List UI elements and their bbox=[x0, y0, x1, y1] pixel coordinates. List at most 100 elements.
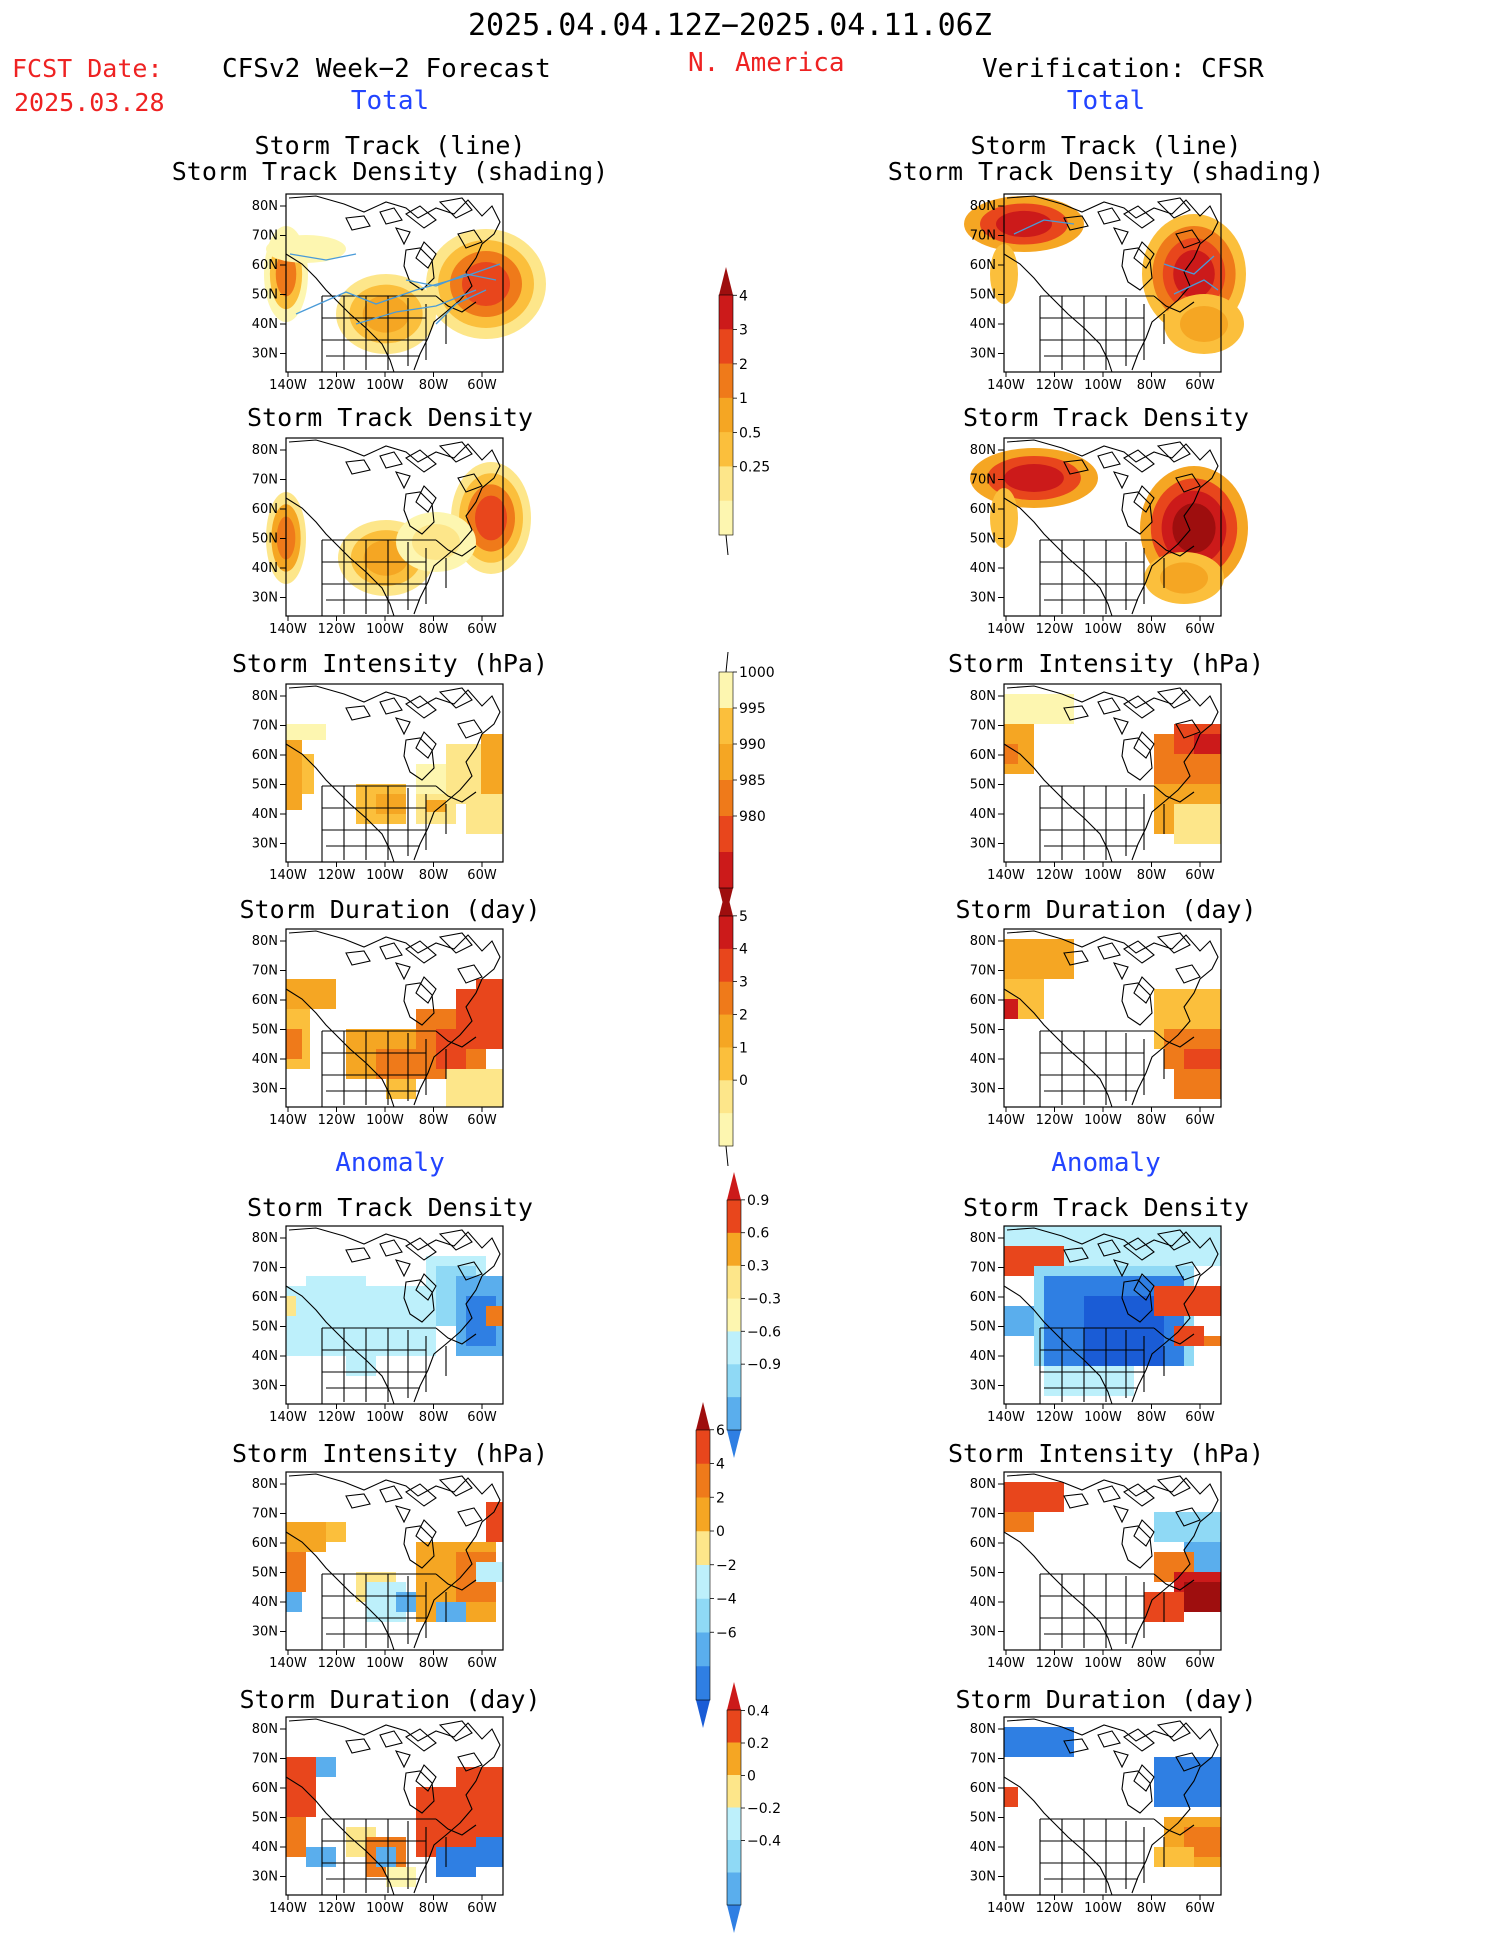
vf-duration-state-borders bbox=[1039, 1031, 1165, 1107]
vf-track-state-borders bbox=[1039, 296, 1165, 372]
vf-intensity-cell-5 bbox=[1194, 734, 1221, 754]
vf-track-map: 80N 70N 60N 50N 40N 30N 140W 120W 100W 80W 60W bbox=[964, 193, 1246, 393]
fc-density-anom-lon-label-4: 60W bbox=[467, 1410, 497, 1425]
vf-duration-hudson-bay bbox=[1121, 982, 1153, 1026]
title-track-right-2: Storm Track Density (shading) bbox=[887, 157, 1325, 186]
cb-intensity-total-top-tail bbox=[725, 651, 729, 673]
vf-density-anom-hudson-bay bbox=[1121, 1279, 1153, 1323]
vf-intensity-anom-lat-label-4: 40N bbox=[970, 1595, 996, 1610]
fc-intensity-cell-8 bbox=[481, 734, 503, 794]
vf-density-anom-lon-label-1: 120W bbox=[1036, 1410, 1074, 1425]
fc-duration-cell-8 bbox=[476, 979, 503, 1009]
fc-duration-lat-label-3: 50N bbox=[252, 1023, 278, 1038]
fc-duration-anom-lon-label-1: 120W bbox=[318, 1901, 356, 1916]
fc-intensity-anom-cell-2 bbox=[286, 1592, 302, 1612]
cb-density-total-swatch-2 bbox=[719, 363, 733, 399]
cb-density-anom-label-1: 0.6 bbox=[747, 1226, 769, 1242]
fc-duration-lat-label-1: 70N bbox=[252, 964, 278, 979]
vf-density-lat-label-3: 50N bbox=[970, 532, 996, 547]
fc-duration-anom-hudson-bay bbox=[403, 1770, 435, 1814]
vf-duration-lon-label-2: 100W bbox=[1084, 1113, 1122, 1128]
vf-density-lat-label-1: 70N bbox=[970, 473, 996, 488]
vf-intensity-country-border bbox=[1040, 785, 1195, 803]
period-title: 2025.04.04.12Z−2025.04.11.06Z bbox=[468, 8, 992, 43]
cb-density-total-bottom-tail bbox=[725, 534, 729, 556]
vf-density-lat-label-4: 40N bbox=[970, 561, 996, 576]
vf-track-lat-label-1: 70N bbox=[970, 229, 996, 244]
vf-density-anom-lat-label-3: 50N bbox=[970, 1320, 996, 1335]
fc-intensity-cell-2 bbox=[302, 754, 314, 794]
cb-density-total-label-0: 4 bbox=[739, 288, 748, 304]
cb-duration-anom-label-3: −0.2 bbox=[747, 1801, 781, 1817]
vf-density-map: 80N 70N 60N 50N 40N 30N 140W 120W 100W 80W 60W bbox=[970, 437, 1248, 637]
cb-density-total-label-5: 0.25 bbox=[739, 460, 770, 476]
vf-duration-cell-2 bbox=[1004, 999, 1018, 1019]
title-intensity-left: Storm Intensity (hPa) bbox=[231, 649, 549, 678]
fc-duration-anom-cell-3 bbox=[316, 1757, 336, 1777]
fc-duration-anom-country-border bbox=[322, 1818, 477, 1836]
fc-intensity-anom-hudson-bay bbox=[403, 1525, 435, 1569]
vf-intensity-hudson-bay bbox=[1121, 737, 1153, 781]
vf-density-anom-lon-label-3: 80W bbox=[1137, 1410, 1167, 1425]
cb-density-total-outline bbox=[718, 294, 734, 536]
cb-density-anom-swatch-1 bbox=[727, 1232, 741, 1267]
fc-duration-lat-label-2: 60N bbox=[252, 993, 278, 1008]
fc-intensity-anom-country-border bbox=[322, 1573, 477, 1591]
fc-intensity-lat-label-1: 70N bbox=[252, 719, 278, 734]
title-density-anom-right: Storm Track Density bbox=[963, 1193, 1249, 1222]
cb-duration-anom-label-0: 0.4 bbox=[747, 1704, 769, 1720]
cb-duration-anom-bottom-arrow bbox=[727, 1905, 741, 1933]
vf-track-lon-label-0: 140W bbox=[987, 378, 1025, 393]
vf-duration-anom-lat-label-1: 70N bbox=[970, 1752, 996, 1767]
cb-duration-anom-label-4: −0.4 bbox=[747, 1834, 781, 1850]
title-duration-right: Storm Duration (day) bbox=[955, 895, 1257, 924]
fc-intensity-lat-label-4: 40N bbox=[252, 807, 278, 822]
vf-intensity-lon-label-0: 140W bbox=[987, 868, 1025, 883]
vf-density-lat-label-5: 30N bbox=[970, 591, 996, 606]
fc-duration-anom-lat-label-0: 80N bbox=[252, 1722, 278, 1737]
fc-density-lon-label-2: 100W bbox=[366, 622, 404, 637]
vf-density-shade-3-1 bbox=[1160, 562, 1208, 594]
fc-density-anom-cell-9 bbox=[346, 1346, 376, 1376]
cb-duration-total-swatch-1 bbox=[719, 948, 733, 983]
fc-density-lat-label-3: 50N bbox=[252, 532, 278, 547]
vf-duration-lat-label-2: 60N bbox=[970, 993, 996, 1008]
fc-duration-lon-label-4: 60W bbox=[467, 1113, 497, 1128]
fc-track-lat-label-0: 80N bbox=[252, 199, 278, 214]
fc-intensity-anom-lon-label-0: 140W bbox=[269, 1656, 307, 1671]
fc-duration-lat-label-4: 40N bbox=[252, 1052, 278, 1067]
title-density-left: Storm Track Density bbox=[247, 403, 533, 432]
title-track-left-2: Storm Track Density (shading) bbox=[171, 157, 609, 186]
vf-intensity-anom-cell-2 bbox=[1154, 1512, 1221, 1542]
fc-track-map-frame bbox=[285, 193, 504, 373]
vf-intensity-anom-cell-6 bbox=[1184, 1582, 1221, 1612]
cb-density-total-swatch-3 bbox=[719, 397, 733, 433]
vf-density-anom-lon-label-0: 140W bbox=[987, 1410, 1025, 1425]
cb-intensity-anom-swatch-3 bbox=[696, 1531, 710, 1566]
fc-intensity-anom-lon-label-4: 60W bbox=[467, 1656, 497, 1671]
fc-intensity-lon-label-3: 80W bbox=[419, 868, 449, 883]
fc-intensity-anom-lat-label-1: 70N bbox=[252, 1507, 278, 1522]
vf-duration-anom-lon-label-4: 60W bbox=[1185, 1901, 1215, 1916]
fc-intensity-anom-cell-11 bbox=[476, 1562, 503, 1582]
fc-density-map-frame bbox=[285, 437, 504, 617]
vf-density-anom-cell-4 bbox=[1084, 1296, 1164, 1366]
fc-density-lat-label-2: 60N bbox=[252, 502, 278, 517]
fc-intensity-lat-label-0: 80N bbox=[252, 689, 278, 704]
vf-track-lat-label-3: 50N bbox=[970, 288, 996, 303]
fc-duration-anom-cell-10 bbox=[476, 1837, 503, 1867]
cb-duration-anom: 0.4 0.2 0 −0.2 −0.4 bbox=[726, 1682, 781, 1933]
vf-duration-lon-label-4: 60W bbox=[1185, 1113, 1215, 1128]
fc-intensity-map-frame bbox=[285, 683, 504, 863]
vf-density-shade-0-2 bbox=[1004, 464, 1064, 492]
cb-duration-anom-outline bbox=[726, 1709, 742, 1906]
fc-intensity-anom-cell-1 bbox=[286, 1552, 306, 1592]
vf-intensity-lat-label-4: 40N bbox=[970, 807, 996, 822]
fc-intensity-anom-lat-label-5: 30N bbox=[252, 1625, 278, 1640]
vf-intensity-map-frame bbox=[1003, 683, 1222, 863]
cb-duration-total-top-arrow bbox=[719, 888, 733, 916]
fc-intensity-anom-lon-label-2: 100W bbox=[366, 1656, 404, 1671]
cb-intensity-total-swatch-4 bbox=[719, 816, 733, 853]
vf-duration-anom-lat-label-3: 50N bbox=[970, 1811, 996, 1826]
fc-intensity-anom-cell-3 bbox=[326, 1522, 346, 1542]
